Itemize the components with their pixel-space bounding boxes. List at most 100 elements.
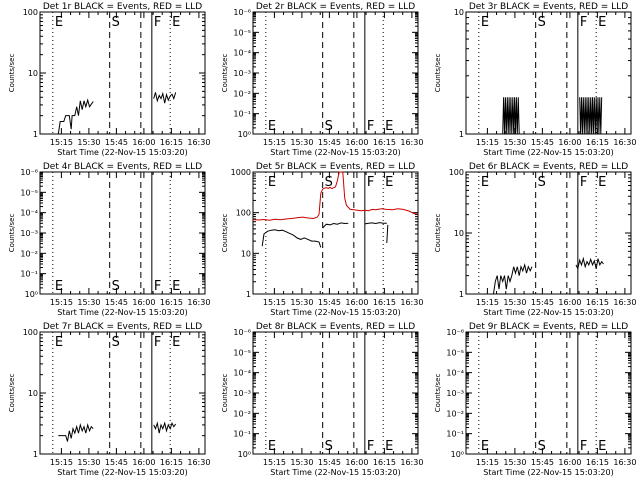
series-events-line [153,91,177,104]
x-tick-label: 16:15 [586,458,609,467]
y-axis-label: Counts/sec [221,374,229,413]
x-tick-label: 16:30 [613,458,636,467]
series-events-line [493,262,533,295]
plot-frame [465,171,632,295]
marker-label: E [598,439,606,454]
panel-4: Det 4r BLACK = Events, RED = LLD 10⁰ 10⁻¹ 1… [8,162,210,317]
y-tick-label: 10⁻⁵ [446,348,464,357]
x-tick-label: 15:30 [290,138,313,147]
marker-label: F [367,119,374,134]
x-tick-label: 15:45 [531,138,554,147]
marker-label: E [55,15,63,30]
y-tick-label: 10⁻² [446,409,464,418]
y-tick-label: 10⁰ [238,130,251,139]
y-tick-label: 10 [241,249,251,258]
plot-frame [465,331,632,455]
y-tick-label: 10⁻⁴ [446,369,464,378]
marker-label: E [55,335,63,350]
y-tick-label: 10⁻⁶ [20,168,38,177]
x-tick-label: 16:00 [345,298,368,307]
y-tick-label: 100 [23,328,38,337]
x-tick-label: 16:15 [160,138,183,147]
x-tick-label: 15:15 [476,458,499,467]
panel-1: Det 1r BLACK = Events, RED = LLD 1 10 100 15… [8,2,210,157]
marker-label: S [112,335,120,350]
marker-label: F [154,335,161,350]
x-tick-label: 15:45 [531,298,554,307]
marker-label: E [598,15,606,30]
y-axis-label: Counts/sec [8,374,16,413]
y-tick-label: 10⁻² [20,249,38,258]
y-tick-label: 10 [28,389,38,398]
x-tick-label: 16:30 [187,138,210,147]
x-tick-label: 16:00 [345,138,368,147]
y-tick-label: 1 [246,290,251,299]
x-axis-label: Start Time (22-Nov-15 15:03:20) [483,308,613,317]
y-tick-label: 10⁰ [451,450,464,459]
y-tick-label: 10⁻⁵ [20,188,38,197]
panel-title: Det 6r BLACK = Events, RED = LLD [469,162,628,172]
y-tick-label: 10⁻⁵ [233,28,251,37]
y-tick-label: 10⁻⁶ [446,328,464,337]
y-axis-label: Counts/sec [221,54,229,93]
x-tick-label: 15:45 [105,458,128,467]
y-tick-label: 100 [23,8,38,17]
y-tick-label: 10⁻⁴ [233,369,251,378]
y-tick-label: 10⁻⁵ [233,348,251,357]
plot-frame [39,171,206,295]
x-tick-label: 15:45 [318,298,341,307]
marker-label: E [385,439,393,454]
y-tick-label: 10⁻³ [446,389,464,398]
y-axis-label: Counts/sec [8,54,16,93]
marker-label: S [538,439,546,454]
x-tick-label: 16:00 [558,458,581,467]
marker-label: E [481,15,489,30]
marker-label: E [481,439,489,454]
y-tick-label: 10 [454,8,464,17]
x-tick-label: 15:15 [50,138,73,147]
marker-label: S [325,439,333,454]
y-tick-label: 10 [28,69,38,78]
x-tick-label: 15:30 [503,138,526,147]
x-tick-label: 15:30 [77,298,100,307]
panel-title: Det 2r BLACK = Events, RED = LLD [256,2,415,12]
y-tick-label: 100 [449,168,464,177]
x-tick-label: 15:30 [77,458,100,467]
plot-frame [252,331,419,455]
x-tick-label: 15:15 [263,458,286,467]
x-tick-label: 15:30 [77,138,100,147]
marker-label: F [580,439,587,454]
x-tick-label: 15:15 [476,298,499,307]
x-tick-label: 15:15 [263,138,286,147]
y-tick-label: 1 [33,450,38,459]
x-tick-label: 16:00 [558,298,581,307]
marker-label: S [112,279,120,294]
marker-label: S [325,119,333,134]
x-tick-label: 15:45 [105,138,128,147]
panel-6: Det 6r BLACK = Events, RED = LLD 1 10 100 15… [434,162,636,317]
y-tick-label: 10⁻⁶ [233,8,251,17]
x-tick-label: 15:30 [290,298,313,307]
x-tick-label: 16:15 [160,298,183,307]
y-tick-label: 1 [459,290,464,299]
x-tick-label: 16:30 [187,298,210,307]
x-tick-label: 15:45 [531,458,554,467]
x-tick-label: 15:45 [105,298,128,307]
y-tick-label: 10⁻³ [233,389,251,398]
marker-label: E [172,15,180,30]
y-tick-label: 1 [33,130,38,139]
x-axis-label: Start Time (22-Nov-15 15:03:20) [270,468,400,477]
x-tick-label: 15:15 [50,458,73,467]
panel-2: Det 2r BLACK = Events, RED = LLD 10⁰ 10⁻¹ 1… [221,2,423,157]
y-tick-label: 10⁻² [233,409,251,418]
x-tick-label: 16:15 [160,458,183,467]
marker-label: E [172,279,180,294]
y-tick-label: 10⁻¹ [233,110,251,119]
x-tick-label: 15:15 [50,298,73,307]
marker-label: S [538,15,546,30]
series-lld-line [252,171,419,221]
marker-label: E [598,175,606,190]
x-tick-label: 15:15 [476,138,499,147]
x-tick-label: 16:30 [613,298,636,307]
